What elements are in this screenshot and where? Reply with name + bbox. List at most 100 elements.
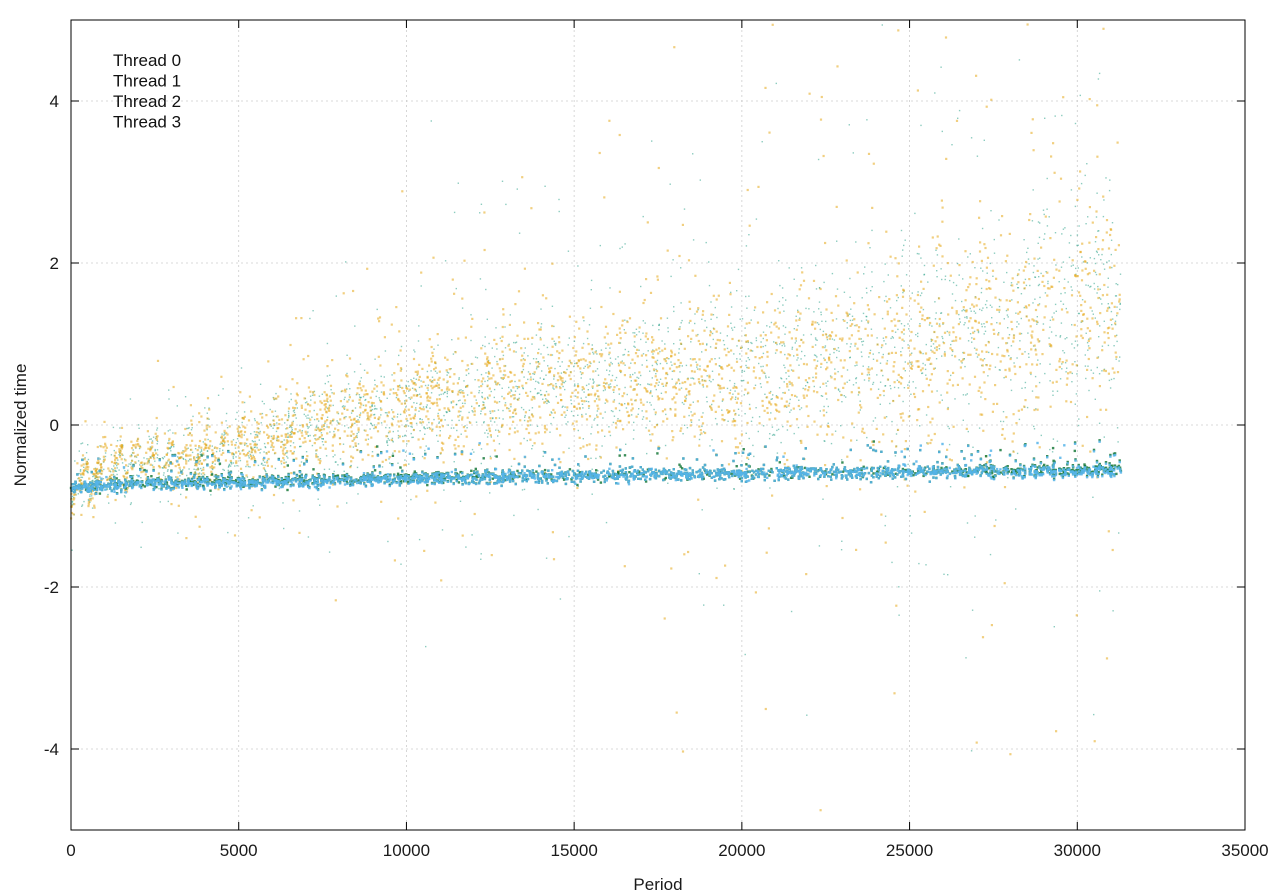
data-point xyxy=(958,359,960,361)
data-point xyxy=(180,456,183,459)
data-point xyxy=(529,378,532,381)
data-point xyxy=(325,455,328,457)
data-point xyxy=(966,522,969,524)
data-point xyxy=(558,341,561,344)
data-point xyxy=(1046,177,1048,180)
data-point xyxy=(1006,271,1008,274)
data-point xyxy=(1024,278,1027,281)
data-point xyxy=(590,348,593,351)
data-point xyxy=(627,354,630,357)
data-point xyxy=(466,416,469,419)
data-point xyxy=(440,393,442,396)
data-point xyxy=(930,349,932,351)
data-point xyxy=(891,420,893,423)
data-point xyxy=(841,516,844,520)
data-point xyxy=(1058,365,1061,369)
data-point xyxy=(478,405,480,407)
data-point xyxy=(849,319,852,322)
data-point xyxy=(285,428,287,430)
data-point xyxy=(183,434,185,436)
data-point xyxy=(89,499,92,502)
data-point xyxy=(729,293,732,296)
data-point xyxy=(356,387,359,390)
data-point xyxy=(200,476,203,478)
data-point xyxy=(79,488,81,490)
data-point xyxy=(763,409,766,412)
data-point xyxy=(935,322,939,325)
data-point xyxy=(522,368,525,371)
data-point xyxy=(604,402,606,404)
data-point xyxy=(548,371,551,374)
data-point xyxy=(1020,332,1023,335)
data-point xyxy=(923,510,926,513)
data-point xyxy=(193,471,196,474)
data-point xyxy=(965,394,967,396)
data-point xyxy=(489,480,492,484)
data-point xyxy=(262,459,265,462)
data-point xyxy=(247,517,250,519)
data-point xyxy=(231,453,234,456)
data-point xyxy=(1029,371,1032,374)
data-point xyxy=(840,425,842,427)
data-point xyxy=(440,447,443,450)
data-point xyxy=(354,444,357,447)
data-point xyxy=(400,345,403,348)
data-point xyxy=(741,371,743,373)
data-point xyxy=(417,438,420,441)
data-point xyxy=(678,254,681,258)
data-point xyxy=(424,449,426,452)
data-point xyxy=(471,448,474,451)
data-point xyxy=(425,415,428,418)
data-point xyxy=(900,354,903,357)
data-point xyxy=(488,427,491,430)
data-point xyxy=(258,439,260,441)
data-point xyxy=(420,408,423,411)
data-point xyxy=(441,425,444,428)
data-point xyxy=(581,386,584,389)
data-point xyxy=(998,369,1001,371)
data-point xyxy=(721,398,725,401)
data-point xyxy=(760,341,762,343)
data-point xyxy=(728,281,731,284)
data-point xyxy=(520,406,523,409)
data-point xyxy=(797,357,799,359)
data-point xyxy=(731,337,734,341)
data-point xyxy=(254,436,257,439)
data-point xyxy=(639,398,642,401)
data-point xyxy=(584,365,586,368)
data-point xyxy=(415,378,417,380)
data-point xyxy=(640,285,642,288)
data-point xyxy=(878,440,881,444)
data-point xyxy=(551,337,554,340)
data-point xyxy=(638,408,640,410)
data-point xyxy=(986,272,988,274)
data-point xyxy=(686,394,688,396)
data-point xyxy=(992,328,995,331)
data-point xyxy=(1092,372,1095,374)
data-point xyxy=(285,461,287,463)
data-point xyxy=(292,410,295,412)
data-point xyxy=(334,454,336,456)
data-point xyxy=(590,433,592,435)
data-point xyxy=(559,386,561,388)
data-point xyxy=(453,211,456,214)
data-point xyxy=(995,519,997,521)
data-point xyxy=(119,455,122,458)
data-point xyxy=(182,453,184,455)
data-point xyxy=(787,353,790,356)
data-point xyxy=(967,353,970,356)
data-point xyxy=(987,375,989,377)
data-point xyxy=(592,351,594,354)
data-point xyxy=(288,401,290,403)
data-point xyxy=(535,380,537,383)
data-point xyxy=(198,412,201,415)
data-point xyxy=(704,348,707,352)
data-point xyxy=(93,480,95,483)
data-point xyxy=(549,431,551,433)
data-point xyxy=(980,323,983,325)
data-point xyxy=(786,458,789,462)
data-point xyxy=(553,340,555,342)
data-point xyxy=(673,306,675,308)
data-point xyxy=(488,429,492,433)
data-point xyxy=(354,422,356,425)
